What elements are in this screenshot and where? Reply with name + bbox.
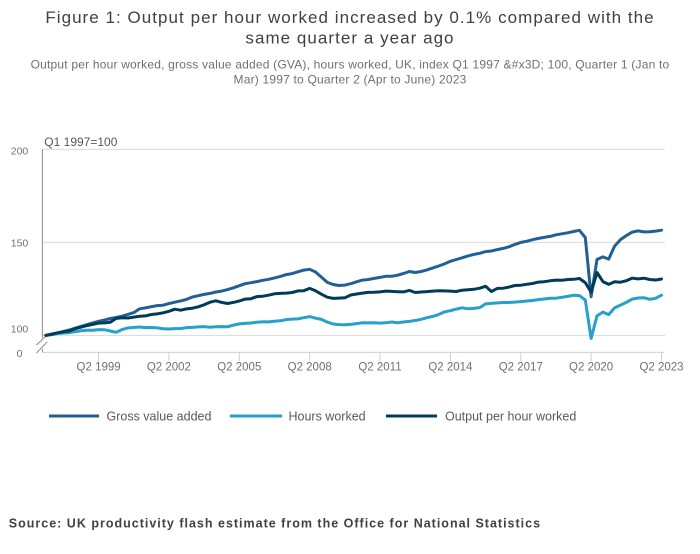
svg-text:Output per hour worked, gross: Output per hour worked, gross value adde… bbox=[31, 58, 670, 72]
svg-text:Hours worked: Hours worked bbox=[289, 409, 366, 423]
svg-text:100: 100 bbox=[11, 324, 29, 336]
svg-text:Output per hour worked: Output per hour worked bbox=[445, 409, 576, 423]
svg-text:Mar) 1997 to Quarter 2 (Apr to: Mar) 1997 to Quarter 2 (Apr to June) 202… bbox=[234, 73, 467, 87]
svg-text:Source: UK productivity flash: Source: UK productivity flash estimate f… bbox=[9, 516, 541, 530]
svg-text:Figure 1: Output per hour work: Figure 1: Output per hour worked increas… bbox=[45, 8, 654, 27]
svg-text:Q2 1999: Q2 1999 bbox=[77, 362, 121, 374]
svg-text:150: 150 bbox=[11, 237, 29, 249]
svg-text:Q2 2008: Q2 2008 bbox=[288, 362, 332, 374]
svg-text:200: 200 bbox=[11, 146, 29, 158]
svg-text:Q2 2020: Q2 2020 bbox=[569, 362, 613, 374]
svg-text:Q1 1997=100: Q1 1997=100 bbox=[44, 135, 117, 149]
svg-text:Q2 2023: Q2 2023 bbox=[639, 362, 683, 374]
svg-text:same quarter a year ago: same quarter a year ago bbox=[245, 29, 454, 48]
svg-text:0: 0 bbox=[17, 348, 23, 360]
svg-text:Q2 2005: Q2 2005 bbox=[217, 362, 261, 374]
svg-text:Gross value added: Gross value added bbox=[107, 409, 212, 423]
svg-text:Q2 2014: Q2 2014 bbox=[428, 362, 473, 374]
svg-text:Q2 2011: Q2 2011 bbox=[358, 362, 401, 374]
svg-text:Q2 2002: Q2 2002 bbox=[147, 362, 191, 374]
svg-text:Q2 2017: Q2 2017 bbox=[499, 362, 543, 374]
